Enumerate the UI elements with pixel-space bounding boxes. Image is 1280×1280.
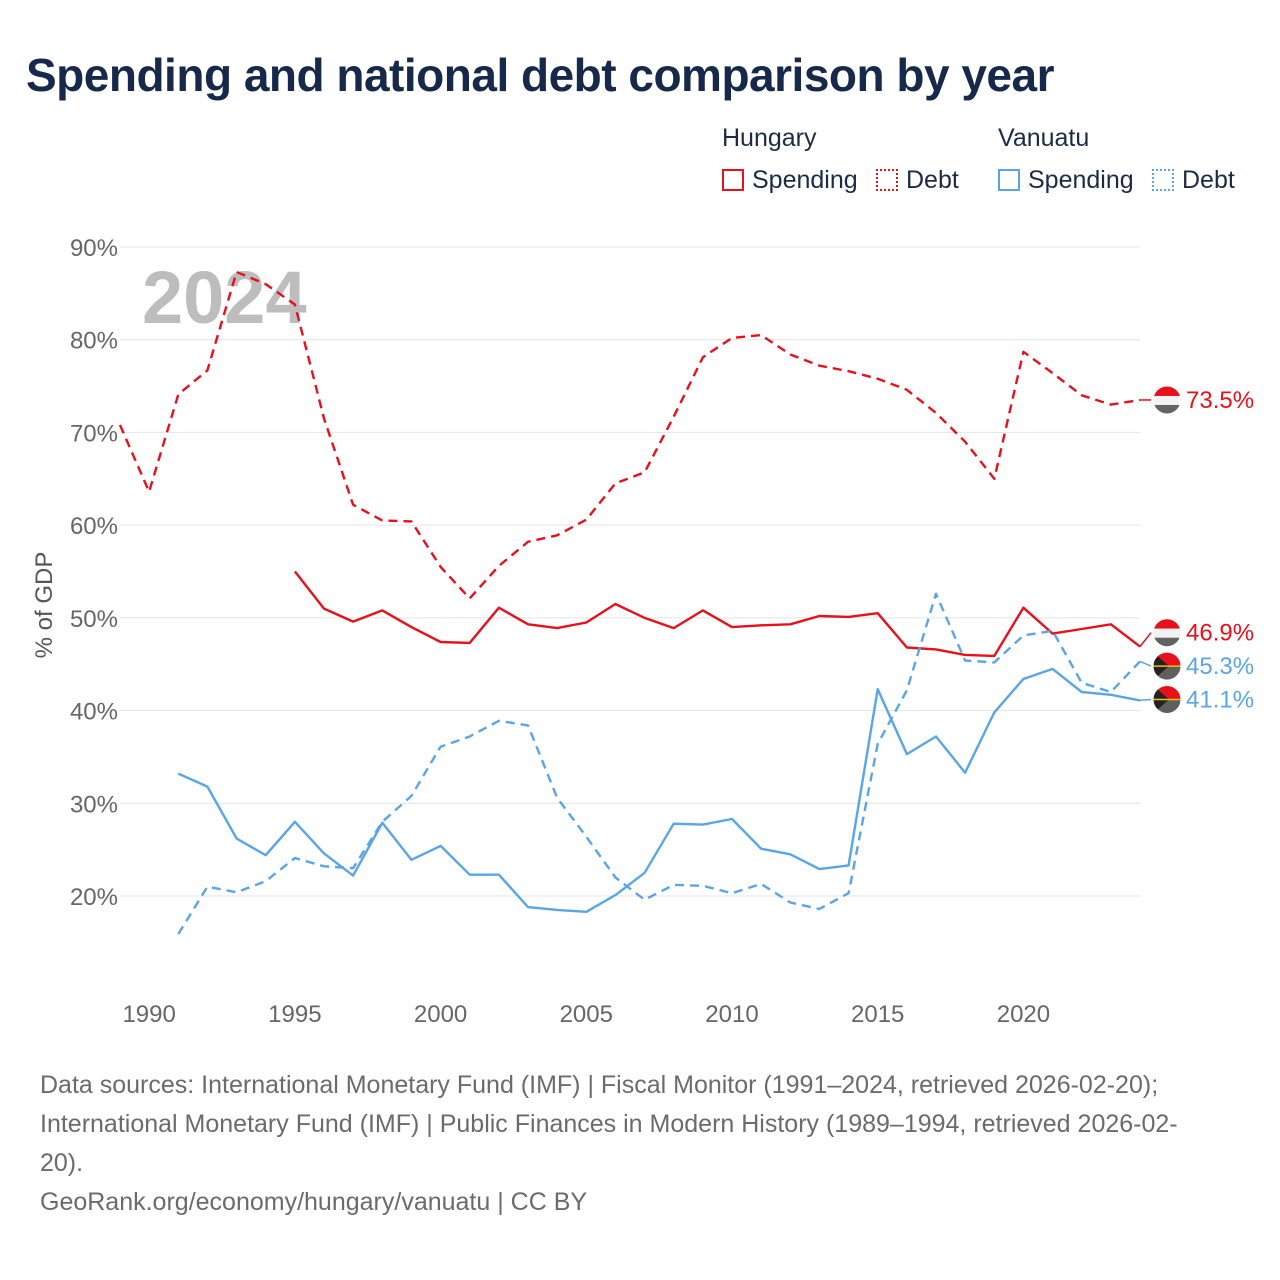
y-tick-label: 50% bbox=[70, 606, 118, 633]
flag-border bbox=[1152, 618, 1182, 648]
legend-country-hungary: Hungary bbox=[722, 124, 817, 152]
flag-border bbox=[1152, 385, 1182, 415]
x-tick-label: 2020 bbox=[997, 1001, 1050, 1028]
x-tick-label: 1990 bbox=[122, 1001, 175, 1028]
end-value-label: 73.5% bbox=[1186, 387, 1254, 414]
axis-labels: 20% 30% 40% 50% 60% 70% 80% 90% 1990 1995 2000 2005… bbox=[70, 235, 1050, 1028]
y-tick-label: 30% bbox=[70, 791, 118, 818]
flag-stripe-dark bbox=[1153, 637, 1181, 647]
hungary-flag-icon bbox=[1153, 385, 1181, 414]
line-chart: 2024 20% 30% 40% 50% 60% 70% 80% 90% 1990 1995 200… bbox=[31, 235, 1254, 1028]
y-tick-label: 20% bbox=[70, 884, 118, 911]
legend-swatch-dotted-icon bbox=[1152, 169, 1174, 191]
flag-stripe-red bbox=[1153, 618, 1181, 629]
year-watermark: 2024 bbox=[142, 256, 307, 339]
attribution-link[interactable]: GeoRank.org/economy/hungary/vanuatu | CC… bbox=[40, 1188, 588, 1216]
legend-label: Debt bbox=[1182, 165, 1235, 194]
flag-stripe-dark bbox=[1153, 404, 1181, 414]
chart-title: Spending and national debt comparison by… bbox=[26, 49, 1055, 101]
y-tick-label: 90% bbox=[70, 235, 118, 262]
x-tick-label: 2010 bbox=[705, 1001, 758, 1028]
legend-label: Spending bbox=[1028, 165, 1134, 194]
footer: Data sources: International Monetary Fun… bbox=[40, 1066, 1240, 1222]
end-marker-hungary-debt: 73.5% bbox=[1140, 385, 1254, 415]
flag-border bbox=[1152, 684, 1182, 714]
flag-border bbox=[1152, 651, 1182, 681]
y-tick-label: 80% bbox=[70, 328, 118, 355]
legend-label: Spending bbox=[752, 165, 858, 194]
source-line-2: International Monetary Fund (IMF) | Publ… bbox=[40, 1110, 1178, 1138]
legend-country-vanuatu: Vanuatu bbox=[998, 124, 1090, 152]
y-tick-label: 40% bbox=[70, 699, 118, 726]
end-marker-hungary-spending: 46.9% bbox=[1139, 618, 1254, 648]
legend-swatch-dotted-icon bbox=[876, 169, 898, 191]
y-axis-title: % of GDP bbox=[31, 552, 58, 659]
end-value-label: 46.9% bbox=[1186, 620, 1254, 647]
series-lines bbox=[118, 270, 1141, 935]
source-line-3: 20). bbox=[40, 1149, 84, 1177]
y-tick-label: 70% bbox=[70, 420, 118, 447]
series-line-hungary-debt bbox=[118, 270, 1141, 600]
x-tick-label: 2000 bbox=[414, 1001, 467, 1028]
end-value-label: 45.3% bbox=[1186, 653, 1254, 680]
legend-hungary-spending[interactable]: Spending bbox=[722, 165, 858, 195]
legend-label: Debt bbox=[906, 165, 959, 194]
grid-lines bbox=[120, 246, 1140, 897]
end-markers: 73.5% 46.9% 45.3% 41.1% bbox=[1139, 385, 1254, 714]
end-marker-vanuatu-debt: 45.3% bbox=[1139, 651, 1254, 681]
x-tick-label: 1995 bbox=[268, 1001, 321, 1028]
legend-hungary-debt[interactable]: Debt bbox=[876, 165, 959, 195]
x-tick-label: 2005 bbox=[560, 1001, 613, 1028]
leader-line bbox=[1139, 698, 1152, 702]
series-line-vanuatu-debt bbox=[177, 592, 1141, 935]
end-value-label: 41.1% bbox=[1186, 686, 1254, 713]
flag-stripe-white bbox=[1153, 628, 1181, 638]
legend-vanuatu-spending[interactable]: Spending bbox=[998, 165, 1134, 195]
leader-line bbox=[1139, 660, 1152, 667]
series-line-vanuatu-spending bbox=[177, 667, 1141, 913]
legend-swatch-solid-icon bbox=[998, 169, 1020, 191]
y-tick-label: 60% bbox=[70, 513, 118, 540]
legend-vanuatu-debt[interactable]: Debt bbox=[1152, 165, 1235, 195]
x-tick-label: 2015 bbox=[851, 1001, 904, 1028]
hungary-flag-icon bbox=[1153, 618, 1181, 647]
series-line-hungary-spending bbox=[293, 570, 1141, 658]
legend-swatch-solid-icon bbox=[722, 169, 744, 191]
leader-line bbox=[1139, 632, 1152, 648]
vanuatu-flag-icon bbox=[1153, 652, 1181, 681]
end-marker-vanuatu-spending: 41.1% bbox=[1139, 684, 1254, 714]
vanuatu-flag-icon bbox=[1153, 685, 1181, 714]
flag-stripe-red bbox=[1153, 385, 1181, 396]
source-line-1: Data sources: International Monetary Fun… bbox=[40, 1071, 1159, 1099]
flag-stripe-white bbox=[1153, 395, 1181, 405]
